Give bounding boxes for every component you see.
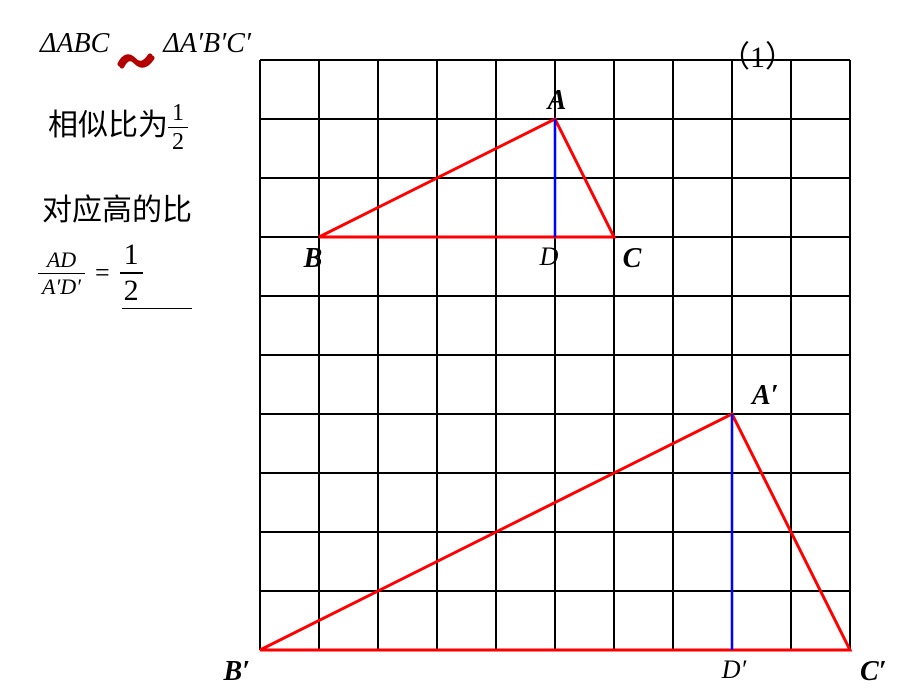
svg-text:C′: C′ bbox=[860, 656, 887, 687]
svg-text:B′: B′ bbox=[222, 656, 250, 687]
geometry-diagram: A B C D A′ B′ C′ D′ bbox=[0, 0, 920, 690]
altitudes bbox=[555, 119, 732, 650]
svg-text:D′: D′ bbox=[721, 655, 747, 684]
svg-text:D: D bbox=[539, 242, 559, 271]
svg-text:A: A bbox=[546, 85, 567, 116]
svg-text:B: B bbox=[303, 243, 323, 274]
svg-text:A′: A′ bbox=[750, 380, 779, 411]
svg-text:C: C bbox=[623, 243, 642, 274]
